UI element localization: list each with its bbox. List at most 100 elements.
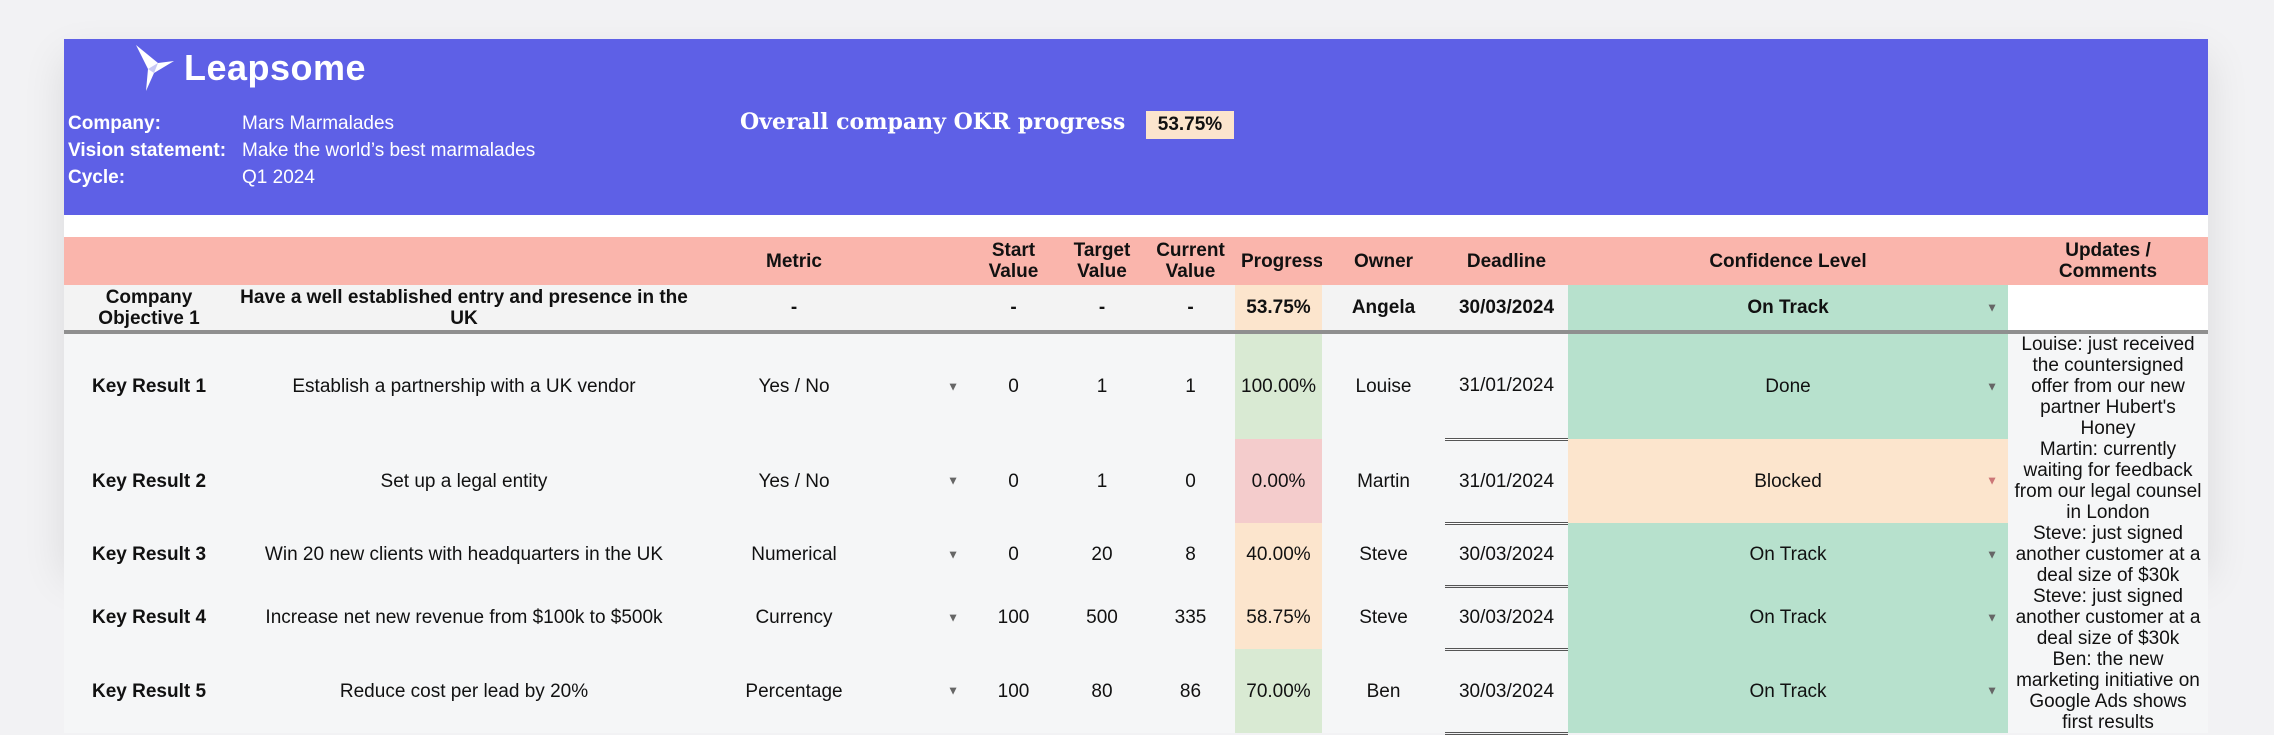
confidence-dropdown[interactable]: On Track ▼ xyxy=(1568,649,2008,733)
dropdown-arrow-icon[interactable]: ▼ xyxy=(1986,547,1998,561)
key-result-title[interactable]: Set up a legal entity xyxy=(234,439,694,523)
start-value[interactable]: 100 xyxy=(969,586,1058,649)
current-value[interactable]: 8 xyxy=(1146,523,1235,586)
objective-current[interactable]: - xyxy=(1146,285,1235,334)
deadline-value[interactable]: 30/03/2024 xyxy=(1445,523,1568,588)
deadline-value[interactable]: 30/03/2024 xyxy=(1445,649,1568,735)
dropdown-arrow-icon[interactable]: ▼ xyxy=(947,473,959,488)
objective-confidence-dropdown[interactable]: On Track ▼ xyxy=(1568,285,2008,334)
deadline-value[interactable]: 31/01/2024 xyxy=(1445,439,1568,525)
confidence-dropdown[interactable]: On Track ▼ xyxy=(1568,523,2008,586)
key-result-label: Key Result 4 xyxy=(64,586,234,649)
current-value[interactable]: 1 xyxy=(1146,332,1235,439)
owner-value[interactable]: Martin xyxy=(1322,439,1445,523)
objective-label: Company Objective 1 xyxy=(64,285,234,334)
dropdown-arrow-icon[interactable]: ▼ xyxy=(1986,610,1998,624)
dropdown-arrow-icon[interactable]: ▼ xyxy=(947,610,959,624)
overall-progress-title: Overall company OKR progress xyxy=(740,109,1126,135)
owner-value[interactable]: Steve xyxy=(1322,523,1445,586)
dropdown-arrow-icon[interactable]: ▼ xyxy=(1986,683,1998,698)
metric-dropdown[interactable]: ▼ xyxy=(894,586,969,649)
key-result-row: Key Result 3 Win 20 new clients with hea… xyxy=(64,523,2208,588)
dropdown-arrow-icon[interactable]: ▼ xyxy=(1986,300,1998,314)
target-value[interactable]: 20 xyxy=(1058,523,1146,586)
key-result-title[interactable]: Win 20 new clients with headquarters in … xyxy=(234,523,694,586)
progress-value: 100.00% xyxy=(1235,332,1322,439)
okr-table: Metric Start Value Target Value Current … xyxy=(64,237,2208,735)
objective-comment[interactable] xyxy=(2008,285,2208,334)
objective-metric[interactable]: - xyxy=(694,285,894,334)
confidence-dropdown[interactable]: Blocked ▼ xyxy=(1568,439,2008,523)
dropdown-arrow-icon[interactable]: ▼ xyxy=(947,547,959,561)
owner-value[interactable]: Louise xyxy=(1322,332,1445,439)
start-value[interactable]: 0 xyxy=(969,332,1058,439)
header-blank-title xyxy=(234,237,694,285)
metric-value[interactable]: Yes / No xyxy=(694,332,894,439)
header-updates: Updates / Comments xyxy=(2008,237,2208,285)
metric-dropdown[interactable]: ▼ xyxy=(894,649,969,733)
start-value[interactable]: 0 xyxy=(969,523,1058,586)
header-target-value: Target Value xyxy=(1058,237,1146,285)
confidence-value: On Track xyxy=(1749,607,1827,628)
cycle-value[interactable]: Q1 2024 xyxy=(242,167,315,188)
header-row: Metric Start Value Target Value Current … xyxy=(64,237,2208,285)
deadline-value[interactable]: 30/03/2024 xyxy=(1445,586,1568,651)
key-result-title[interactable]: Reduce cost per lead by 20% xyxy=(234,649,694,733)
dropdown-arrow-icon[interactable]: ▼ xyxy=(1986,379,1998,393)
header-current-value: Current Value xyxy=(1146,237,1235,285)
key-result-label: Key Result 3 xyxy=(64,523,234,586)
start-value[interactable]: 100 xyxy=(969,649,1058,733)
metric-value[interactable]: Percentage xyxy=(694,649,894,733)
progress-value: 70.00% xyxy=(1235,649,1322,733)
current-value[interactable]: 0 xyxy=(1146,439,1235,523)
owner-value[interactable]: Steve xyxy=(1322,586,1445,649)
key-result-label: Key Result 5 xyxy=(64,649,234,733)
progress-value: 58.75% xyxy=(1235,586,1322,649)
target-value[interactable]: 1 xyxy=(1058,439,1146,523)
comment-text[interactable]: Martin: currently waiting for feedback f… xyxy=(2008,439,2208,523)
metric-dropdown[interactable]: ▼ xyxy=(894,523,969,586)
objective-title[interactable]: Have a well established entry and presen… xyxy=(234,285,694,334)
vision-value[interactable]: Make the world’s best marmalades xyxy=(242,140,536,161)
metric-dropdown[interactable]: ▼ xyxy=(894,439,969,523)
confidence-dropdown[interactable]: Done ▼ xyxy=(1568,332,2008,439)
target-value[interactable]: 500 xyxy=(1058,586,1146,649)
metric-value[interactable]: Currency xyxy=(694,586,894,649)
key-result-title[interactable]: Increase net new revenue from $100k to $… xyxy=(234,586,694,649)
key-result-title[interactable]: Establish a partnership with a UK vendor xyxy=(234,332,694,439)
key-result-label: Key Result 2 xyxy=(64,439,234,523)
owner-value[interactable]: Ben xyxy=(1322,649,1445,733)
objective-target[interactable]: - xyxy=(1058,285,1146,334)
key-result-row: Key Result 5 Reduce cost per lead by 20%… xyxy=(64,649,2208,735)
current-value[interactable]: 335 xyxy=(1146,586,1235,649)
comment-text[interactable]: Ben: the new marketing initiative on Goo… xyxy=(2008,649,2208,733)
dropdown-arrow-icon[interactable]: ▼ xyxy=(947,683,959,698)
header-banner: Leapsome Company: Mars Marmalades Vision… xyxy=(64,39,2208,215)
header-owner: Owner xyxy=(1322,237,1445,285)
target-value[interactable]: 80 xyxy=(1058,649,1146,733)
comment-text[interactable]: Steve: just signed another customer at a… xyxy=(2008,586,2208,649)
deadline-value[interactable]: 31/01/2024 xyxy=(1445,332,1568,441)
company-value[interactable]: Mars Marmalades xyxy=(242,113,395,134)
comment-text[interactable]: Louise: just received the countersigned … xyxy=(2008,332,2208,439)
metric-value[interactable]: Yes / No xyxy=(694,439,894,523)
brand-name: Leapsome xyxy=(184,47,367,88)
comment-text[interactable]: Steve: just signed another customer at a… xyxy=(2008,523,2208,586)
target-value[interactable]: 1 xyxy=(1058,332,1146,439)
key-result-row: Key Result 1 Establish a partnership wit… xyxy=(64,332,2208,441)
objective-deadline[interactable]: 30/03/2024 xyxy=(1445,285,1568,334)
header-deadline: Deadline xyxy=(1445,237,1568,285)
dropdown-arrow-icon[interactable]: ▼ xyxy=(1986,473,1998,488)
progress-value: 0.00% xyxy=(1235,439,1322,523)
metric-value[interactable]: Numerical xyxy=(694,523,894,586)
metric-dropdown[interactable]: ▼ xyxy=(894,332,969,439)
confidence-dropdown[interactable]: On Track ▼ xyxy=(1568,586,2008,649)
objective-owner[interactable]: Angela xyxy=(1322,285,1445,334)
dropdown-arrow-icon[interactable]: ▼ xyxy=(947,379,959,393)
current-value[interactable]: 86 xyxy=(1146,649,1235,733)
start-value[interactable]: 0 xyxy=(969,439,1058,523)
overall-progress-value[interactable]: 53.75% xyxy=(1146,111,1234,139)
objective-progress: 53.75% xyxy=(1235,285,1322,334)
key-result-label: Key Result 1 xyxy=(64,332,234,439)
objective-start[interactable]: - xyxy=(969,285,1058,334)
